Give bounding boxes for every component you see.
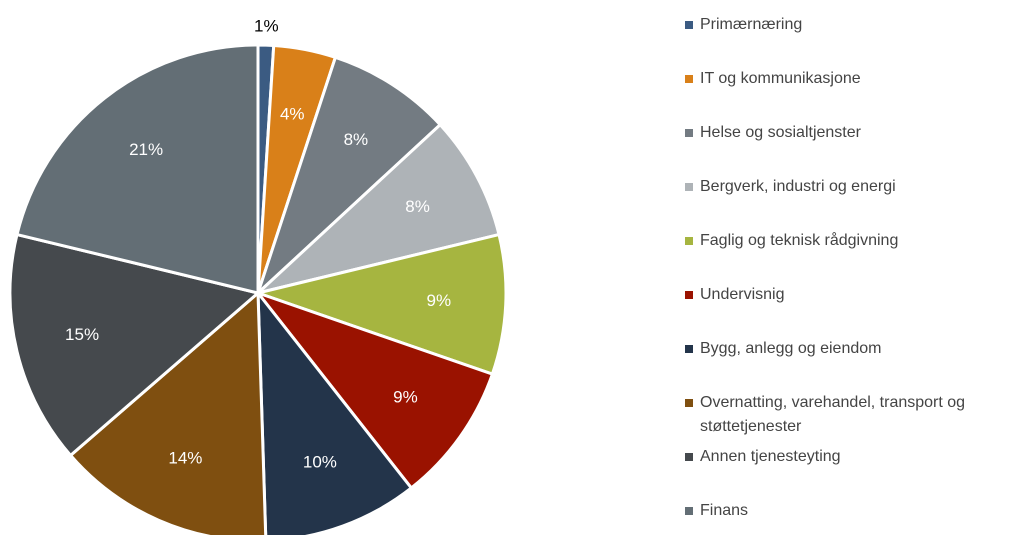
legend-swatch [685,237,693,245]
legend-item: Annen tjenesteyting [685,445,1030,469]
data-label: 4% [280,105,305,124]
legend-swatch [685,291,693,299]
legend-item: Bygg, anlegg og eiendom [685,337,1030,361]
legend-item: IT og kommunikasjone [685,67,1030,91]
legend-item: Primærnæring [685,13,1030,37]
pie-slice [8,232,262,458]
legend-item: Bergverk, industri og energi [685,175,1030,199]
legend-item: Finans [685,499,1030,523]
legend-label: Overnatting, varehandel, transport og st… [700,394,966,435]
data-label: 9% [427,291,452,310]
pie-slice [252,122,501,296]
data-label: 15% [65,325,99,344]
pie-slice [254,55,443,299]
legend-label: Primærnæring [700,16,803,33]
legend-label: Finans [700,502,749,519]
pie-slice [256,288,414,535]
legend-item: Undervisnig [685,283,1030,307]
data-label: 1% [254,17,279,36]
legend-swatch [685,183,693,191]
legend-label: Bergverk, industri og energi [700,178,896,195]
legend-item: Faglig og teknisk rådgivning [685,229,1030,253]
legend-label: IT og kommunikasjone [700,70,861,87]
data-label: 9% [393,387,418,406]
legend-item: Helse og sosialtjenster [685,121,1030,145]
legend-label: Faglig og teknisk rådgivning [700,232,899,249]
data-label: 8% [405,197,430,216]
legend-swatch [685,21,693,29]
legend-swatch [685,453,693,461]
legend-swatch [685,345,693,353]
pie-slice [253,289,495,491]
legend-label: Annen tjenesteyting [700,448,841,465]
legend-swatch [685,75,693,83]
data-label: 10% [303,453,337,472]
pie-slice [15,43,260,295]
pie-slice [252,232,508,377]
legend-swatch [685,507,693,515]
legend-label: Helse og sosialtjenster [700,124,861,141]
legend-label: Undervisnig [700,286,785,303]
legend-item: Overnatting, varehandel, transport og st… [685,391,1030,439]
data-label: 21% [129,140,163,159]
pie-area: 1% 4% 8% 8% 9% 9% 10% 14% 15% 21% [8,17,508,535]
legend-swatch [685,129,693,137]
data-label: 14% [168,448,202,467]
pie-slice [68,289,268,535]
data-label: 8% [344,130,369,149]
legend-swatch [685,399,693,407]
legend-label: Bygg, anlegg og eiendom [700,340,882,357]
